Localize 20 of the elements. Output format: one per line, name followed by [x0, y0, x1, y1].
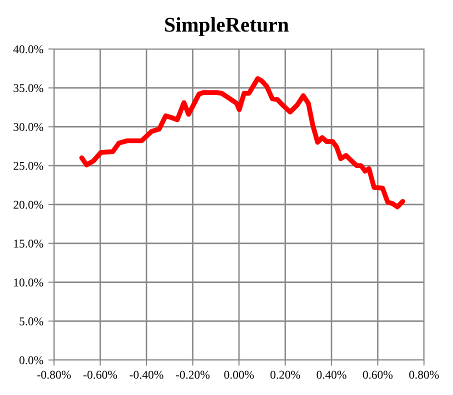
x-tick-label: 0.00% — [224, 370, 254, 379]
y-tick-label: 0.0% — [19, 356, 44, 364]
x-tick-label: 0.40% — [316, 370, 346, 379]
y-tick-label: 5.0% — [20, 317, 44, 326]
y-tick-label: 30.0% — [14, 122, 44, 132]
y-tick-label: 10.0% — [14, 278, 44, 287]
chart-title: SimpleReturn — [165, 17, 289, 36]
line-series — [79, 76, 406, 210]
x-tick-label: -0.80% — [37, 370, 71, 379]
y-tick-label: 15.0% — [14, 240, 44, 248]
x-tick-label: 0.80% — [409, 370, 439, 379]
y-tick-label: 25.0% — [14, 162, 44, 170]
x-tick-label: 0.60% — [362, 370, 393, 379]
x-tick-label: -0.40% — [130, 370, 164, 379]
y-tick-label: 35.0% — [14, 84, 44, 92]
y-tick-label: 40.0% — [13, 45, 44, 54]
y-tick-label: 20.0% — [14, 200, 44, 209]
x-tick-label: 0.20% — [270, 370, 300, 379]
x-tick-label: -0.60% — [83, 370, 118, 379]
x-tick-label: -0.20% — [176, 370, 210, 379]
